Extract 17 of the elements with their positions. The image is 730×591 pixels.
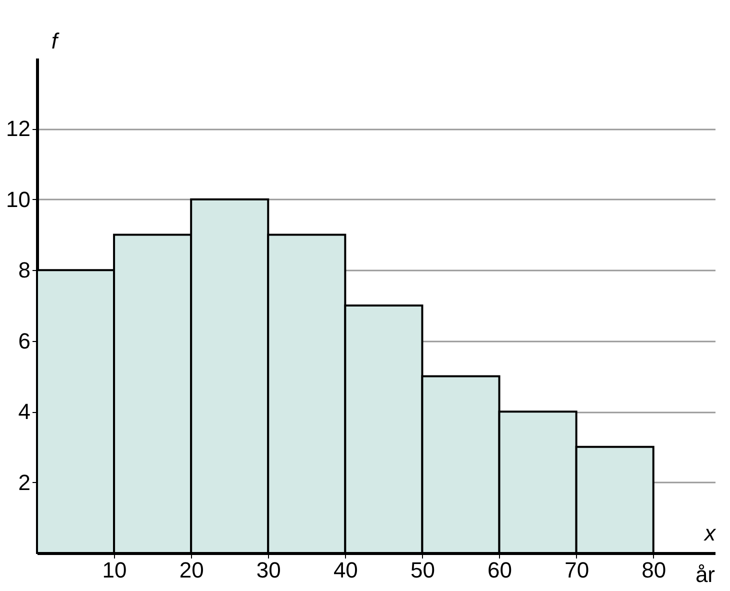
x-tick-label: 30 (256, 558, 281, 582)
text: år (695, 562, 715, 587)
x-tick-label: 20 (179, 558, 204, 582)
x-tick-label: 60 (488, 558, 512, 582)
x-tick-label: 50 (410, 558, 435, 582)
y-tick-label: 4 (18, 399, 30, 424)
y-tick-label: 2 (18, 470, 30, 495)
y-tick-label: 12 (6, 116, 30, 142)
x-tick-label: 10 (102, 558, 127, 582)
y-tick-label: 10 (6, 186, 30, 212)
y-axis-title: f (51, 28, 60, 54)
y-tick-label: 6 (18, 328, 30, 354)
y-tick-label: 8 (18, 258, 30, 283)
x-axis-title: x (704, 520, 716, 546)
x-tick-label: 70 (564, 558, 590, 582)
x-tick-label: 80 (642, 558, 666, 582)
x-tick-label: 40 (333, 558, 358, 582)
